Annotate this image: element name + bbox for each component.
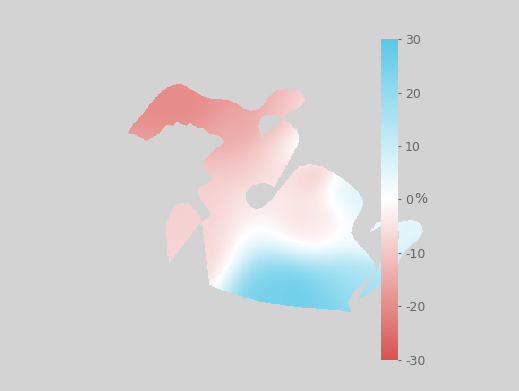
Text: %: %: [415, 192, 428, 206]
